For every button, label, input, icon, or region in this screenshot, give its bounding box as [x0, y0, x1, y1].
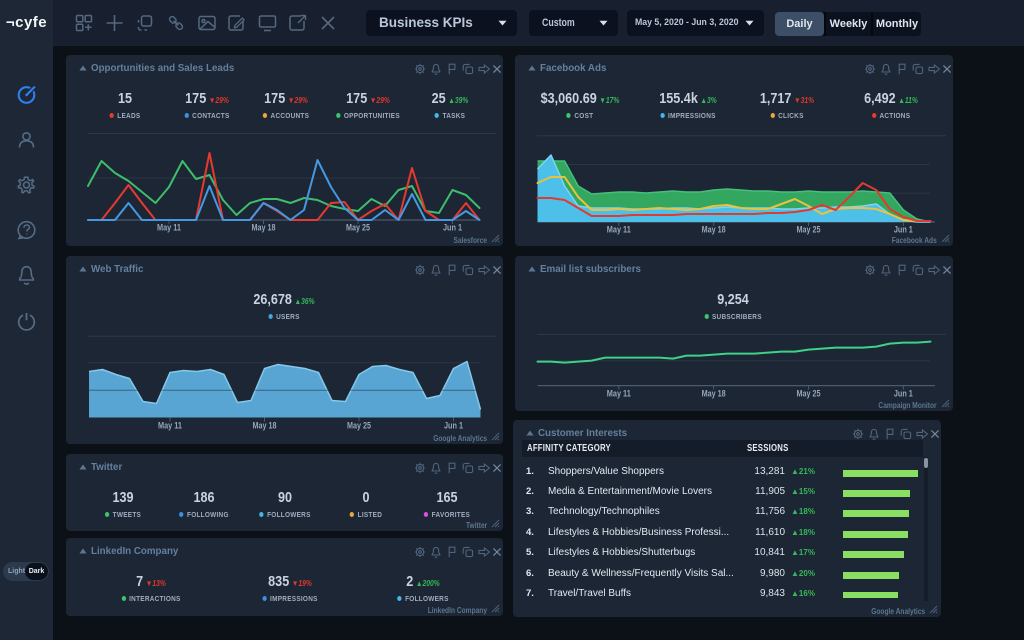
svg-text:May 25: May 25 — [347, 421, 371, 431]
svg-text:May 18: May 18 — [252, 223, 276, 233]
svg-text:Jun 1: Jun 1 — [894, 389, 913, 399]
svg-text:May 25: May 25 — [797, 225, 821, 235]
svg-text:Jun 1: Jun 1 — [444, 421, 463, 431]
svg-text:May 11: May 11 — [607, 225, 631, 235]
svg-text:May 25: May 25 — [346, 223, 370, 233]
svg-text:Jun 1: Jun 1 — [443, 223, 462, 233]
svg-text:May 25: May 25 — [797, 389, 821, 399]
svg-text:May 11: May 11 — [157, 223, 181, 233]
svg-text:May 11: May 11 — [607, 389, 631, 399]
svg-text:May 11: May 11 — [158, 421, 182, 431]
svg-text:May 18: May 18 — [702, 225, 726, 235]
svg-text:Jun 1: Jun 1 — [894, 225, 913, 235]
svg-text:May 18: May 18 — [702, 389, 726, 399]
svg-text:May 18: May 18 — [253, 421, 277, 431]
